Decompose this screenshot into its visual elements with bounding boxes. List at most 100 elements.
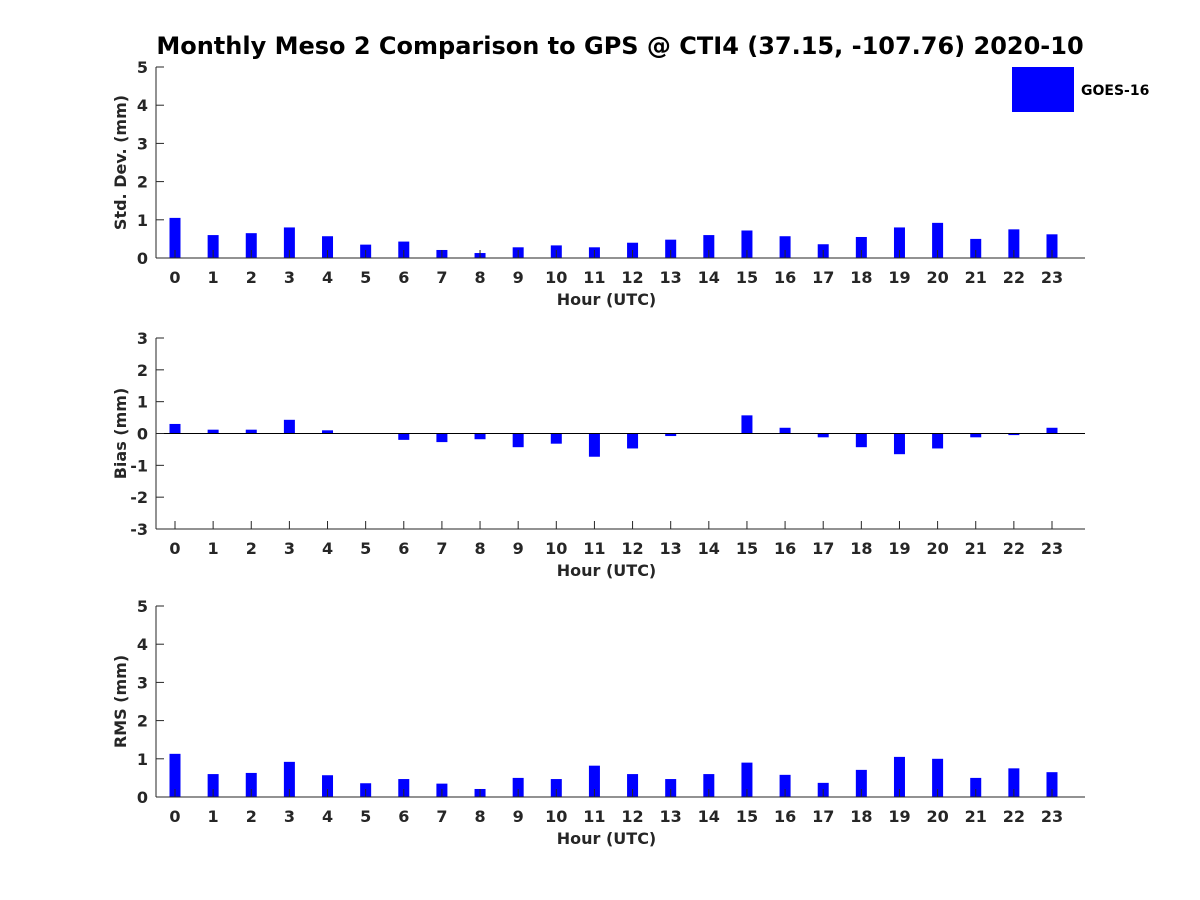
y-axis-label: Bias (mm)	[111, 388, 130, 480]
y-tick-label: 2	[137, 361, 148, 380]
bar-hour-18	[855, 236, 867, 258]
y-tick-label: 1	[137, 211, 148, 230]
x-tick-label: 6	[398, 268, 409, 287]
x-tick-label: 4	[322, 268, 333, 287]
bar-hour-21	[970, 238, 982, 258]
y-tick-label: 5	[137, 58, 148, 77]
y-tick-label: 1	[137, 393, 148, 412]
bar-hour-13	[665, 239, 677, 258]
x-tick-label: 15	[736, 268, 758, 287]
bar-hour-14	[703, 774, 715, 797]
bar-hour-18	[855, 433, 867, 448]
y-axis-label: Std. Dev. (mm)	[111, 95, 130, 230]
y-tick-label: -1	[130, 456, 148, 475]
x-tick-label: 23	[1041, 807, 1063, 826]
x-tick-label: 9	[513, 807, 524, 826]
x-tick-label: 7	[436, 539, 447, 558]
x-tick-label: 3	[284, 807, 295, 826]
x-tick-label: 17	[812, 539, 834, 558]
bar-hour-3	[283, 419, 295, 434]
bar-hour-11	[588, 433, 600, 457]
x-tick-label: 13	[660, 268, 682, 287]
bar-hour-22	[1008, 433, 1020, 436]
bar-hour-21	[970, 433, 982, 438]
x-tick-label: 6	[398, 807, 409, 826]
x-tick-label: 0	[169, 268, 180, 287]
x-tick-label: 16	[774, 268, 796, 287]
bar-hour-4	[322, 775, 334, 797]
x-tick-label: 19	[888, 807, 910, 826]
x-tick-label: 4	[322, 539, 333, 558]
bar-hour-13	[665, 433, 677, 437]
bar-hour-23	[1046, 234, 1058, 258]
x-tick-label: 0	[169, 539, 180, 558]
y-tick-label: 3	[137, 134, 148, 153]
bar-hour-23	[1046, 772, 1058, 797]
bar-hour-10	[550, 779, 562, 797]
y-tick-label: 1	[137, 750, 148, 769]
bar-hour-15	[741, 415, 753, 434]
bar-hour-20	[932, 433, 944, 449]
x-tick-label: 20	[926, 807, 948, 826]
x-tick-label: 9	[513, 539, 524, 558]
bar-hour-8	[474, 433, 486, 440]
x-tick-label: 12	[621, 807, 643, 826]
x-tick-label: 22	[1003, 807, 1025, 826]
bar-hour-4	[322, 236, 334, 258]
bar-hour-0	[169, 753, 181, 797]
x-tick-label: 8	[474, 539, 485, 558]
x-tick-label: 4	[322, 807, 333, 826]
y-tick-label: 5	[137, 597, 148, 616]
bar-hour-6	[398, 433, 410, 440]
x-tick-label: 3	[284, 268, 295, 287]
bar-hour-21	[970, 777, 982, 797]
x-tick-label: 23	[1041, 539, 1063, 558]
x-tick-label: 1	[208, 539, 219, 558]
bar-hour-19	[893, 756, 905, 797]
bar-hour-0	[169, 423, 181, 434]
x-tick-label: 11	[583, 539, 605, 558]
legend-label: GOES-16	[1081, 83, 1149, 99]
bar-hour-3	[283, 227, 295, 258]
x-tick-label: 21	[965, 268, 987, 287]
bar-hour-22	[1008, 768, 1020, 797]
x-tick-label: 19	[888, 539, 910, 558]
bar-hour-2	[245, 772, 257, 797]
y-tick-label: 0	[137, 249, 148, 268]
x-axis-label: Hour (UTC)	[557, 829, 657, 848]
y-tick-label: 0	[137, 788, 148, 807]
x-tick-label: 14	[698, 268, 720, 287]
x-tick-label: 5	[360, 539, 371, 558]
bar-hour-16	[779, 236, 791, 258]
y-tick-label: 0	[137, 425, 148, 444]
x-tick-label: 8	[474, 268, 485, 287]
x-tick-label: 16	[774, 539, 796, 558]
legend: GOES-16	[1012, 67, 1149, 112]
x-tick-label: 17	[812, 807, 834, 826]
bar-hour-17	[817, 433, 829, 438]
x-tick-label: 20	[926, 539, 948, 558]
y-tick-label: 4	[137, 635, 148, 654]
x-axis-label: Hour (UTC)	[557, 561, 657, 580]
x-tick-label: 14	[698, 539, 720, 558]
x-tick-label: 11	[583, 268, 605, 287]
x-tick-label: 22	[1003, 268, 1025, 287]
x-tick-label: 5	[360, 268, 371, 287]
x-tick-label: 14	[698, 807, 720, 826]
chart-title: Monthly Meso 2 Comparison to GPS @ CTI4 …	[156, 32, 1083, 60]
bar-hour-20	[932, 222, 944, 258]
x-tick-label: 8	[474, 807, 485, 826]
y-axis-label: RMS (mm)	[111, 655, 130, 748]
x-tick-label: 2	[246, 539, 257, 558]
bar-hour-15	[741, 762, 753, 797]
x-tick-label: 6	[398, 539, 409, 558]
bar-hour-11	[588, 765, 600, 797]
y-tick-label: -2	[130, 488, 148, 507]
bar-hour-19	[893, 227, 905, 258]
x-tick-label: 12	[621, 539, 643, 558]
